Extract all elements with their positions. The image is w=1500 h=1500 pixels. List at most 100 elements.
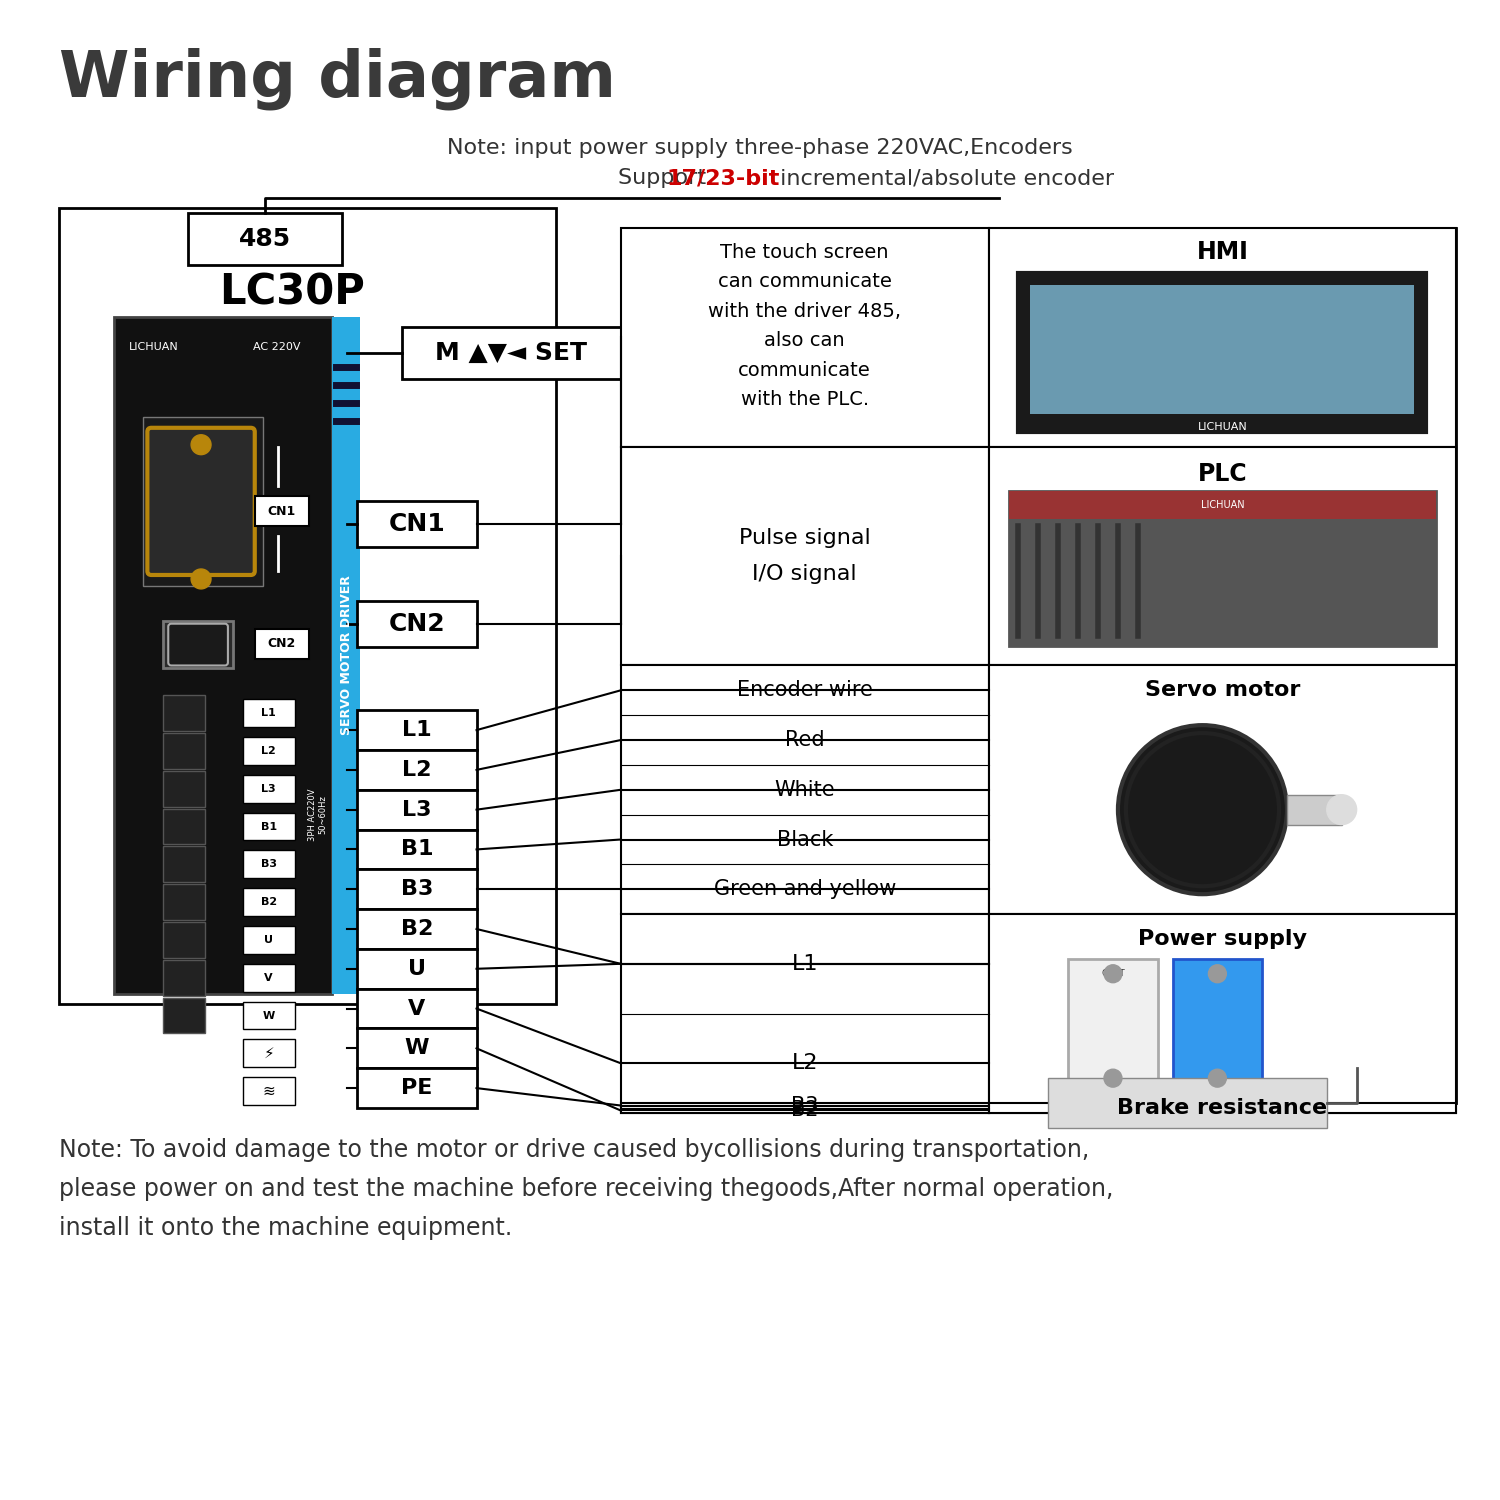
FancyBboxPatch shape xyxy=(357,750,477,790)
FancyBboxPatch shape xyxy=(164,771,206,807)
Text: Pulse signal
I/O signal: Pulse signal I/O signal xyxy=(740,528,870,584)
Text: ⚡: ⚡ xyxy=(264,1046,274,1060)
Text: ≋: ≋ xyxy=(262,1083,274,1098)
Text: B2: B2 xyxy=(790,1101,819,1120)
Text: B1: B1 xyxy=(400,840,433,860)
Text: B1: B1 xyxy=(261,822,278,831)
FancyBboxPatch shape xyxy=(243,1040,294,1066)
Text: LICHUAN: LICHUAN xyxy=(129,342,178,352)
FancyBboxPatch shape xyxy=(988,666,1456,914)
FancyBboxPatch shape xyxy=(147,427,255,574)
Text: Green and yellow: Green and yellow xyxy=(714,879,896,898)
Text: LC30P: LC30P xyxy=(219,272,366,314)
Text: LICHUAN: LICHUAN xyxy=(1200,501,1243,510)
FancyBboxPatch shape xyxy=(243,926,294,954)
FancyBboxPatch shape xyxy=(164,808,206,844)
Circle shape xyxy=(1104,1070,1122,1088)
Text: AC 220V: AC 220V xyxy=(254,342,300,352)
FancyBboxPatch shape xyxy=(357,1029,477,1068)
FancyBboxPatch shape xyxy=(402,327,621,380)
Text: V: V xyxy=(264,972,273,982)
FancyBboxPatch shape xyxy=(255,496,309,526)
FancyBboxPatch shape xyxy=(188,213,342,264)
Text: White: White xyxy=(774,780,836,800)
Text: Note: input power supply three-phase 220VAC,Encoders: Note: input power supply three-phase 220… xyxy=(447,138,1072,159)
Text: 17/23-bit: 17/23-bit xyxy=(666,168,780,188)
Text: The touch screen
can communicate
with the driver 485,
also can
communicate
with : The touch screen can communicate with th… xyxy=(708,243,902,410)
FancyBboxPatch shape xyxy=(1068,958,1158,1088)
FancyBboxPatch shape xyxy=(1019,273,1426,432)
Text: SERVO MOTOR DRIVER: SERVO MOTOR DRIVER xyxy=(340,576,352,735)
FancyBboxPatch shape xyxy=(621,447,988,666)
FancyBboxPatch shape xyxy=(243,964,294,992)
Text: Black: Black xyxy=(777,830,832,849)
Text: 3PH AC220V
50~60Hz: 3PH AC220V 50~60Hz xyxy=(308,789,327,842)
FancyBboxPatch shape xyxy=(1008,492,1436,645)
FancyBboxPatch shape xyxy=(357,870,477,909)
Text: W: W xyxy=(262,1011,274,1020)
FancyBboxPatch shape xyxy=(164,885,206,920)
FancyBboxPatch shape xyxy=(144,417,262,586)
FancyBboxPatch shape xyxy=(164,696,206,730)
Text: CN1: CN1 xyxy=(388,513,445,537)
FancyBboxPatch shape xyxy=(164,998,206,1033)
Text: B3: B3 xyxy=(790,1095,819,1116)
FancyBboxPatch shape xyxy=(243,1077,294,1106)
FancyBboxPatch shape xyxy=(988,447,1456,666)
Text: V: V xyxy=(408,999,426,1018)
FancyBboxPatch shape xyxy=(357,790,477,830)
Circle shape xyxy=(1118,724,1287,894)
FancyBboxPatch shape xyxy=(255,628,309,658)
Text: B3: B3 xyxy=(261,859,276,870)
FancyBboxPatch shape xyxy=(357,950,477,988)
Text: U: U xyxy=(264,934,273,945)
FancyBboxPatch shape xyxy=(333,318,360,993)
Text: B3: B3 xyxy=(400,879,433,898)
FancyBboxPatch shape xyxy=(621,228,1456,1102)
FancyBboxPatch shape xyxy=(621,666,988,914)
Text: L2: L2 xyxy=(261,746,276,756)
Text: L1: L1 xyxy=(402,720,432,740)
FancyBboxPatch shape xyxy=(243,699,294,728)
Text: L3: L3 xyxy=(402,800,432,819)
FancyBboxPatch shape xyxy=(243,776,294,802)
FancyBboxPatch shape xyxy=(164,621,232,669)
Text: U: U xyxy=(408,958,426,980)
FancyBboxPatch shape xyxy=(243,1002,294,1029)
Circle shape xyxy=(190,435,211,454)
Text: B2: B2 xyxy=(400,920,433,939)
FancyBboxPatch shape xyxy=(168,624,228,666)
Text: Support: Support xyxy=(618,168,712,188)
FancyBboxPatch shape xyxy=(164,960,206,996)
FancyBboxPatch shape xyxy=(357,1068,477,1108)
FancyBboxPatch shape xyxy=(357,710,477,750)
FancyBboxPatch shape xyxy=(164,734,206,770)
Text: L1: L1 xyxy=(792,954,818,974)
FancyBboxPatch shape xyxy=(988,1102,1456,1113)
FancyBboxPatch shape xyxy=(1173,958,1262,1088)
Text: Wiring diagram: Wiring diagram xyxy=(58,48,615,110)
FancyBboxPatch shape xyxy=(164,922,206,958)
FancyBboxPatch shape xyxy=(357,830,477,870)
FancyBboxPatch shape xyxy=(1030,285,1414,414)
FancyBboxPatch shape xyxy=(357,909,477,950)
FancyBboxPatch shape xyxy=(988,914,1456,1113)
Text: Brake resistance: Brake resistance xyxy=(1118,1098,1328,1118)
Circle shape xyxy=(1328,795,1356,825)
FancyBboxPatch shape xyxy=(621,914,988,1113)
FancyBboxPatch shape xyxy=(1287,795,1341,825)
FancyBboxPatch shape xyxy=(1008,492,1436,519)
Circle shape xyxy=(1209,964,1227,982)
Text: 485: 485 xyxy=(238,226,291,251)
Text: CN2: CN2 xyxy=(388,612,445,636)
Text: L2: L2 xyxy=(402,760,432,780)
Circle shape xyxy=(1209,1070,1227,1088)
Text: PE: PE xyxy=(400,1078,432,1098)
FancyBboxPatch shape xyxy=(1048,1078,1328,1128)
FancyBboxPatch shape xyxy=(164,846,206,882)
FancyBboxPatch shape xyxy=(621,1102,988,1113)
Text: B2: B2 xyxy=(261,897,278,908)
FancyBboxPatch shape xyxy=(243,888,294,916)
FancyBboxPatch shape xyxy=(988,228,1456,447)
FancyBboxPatch shape xyxy=(357,501,477,548)
